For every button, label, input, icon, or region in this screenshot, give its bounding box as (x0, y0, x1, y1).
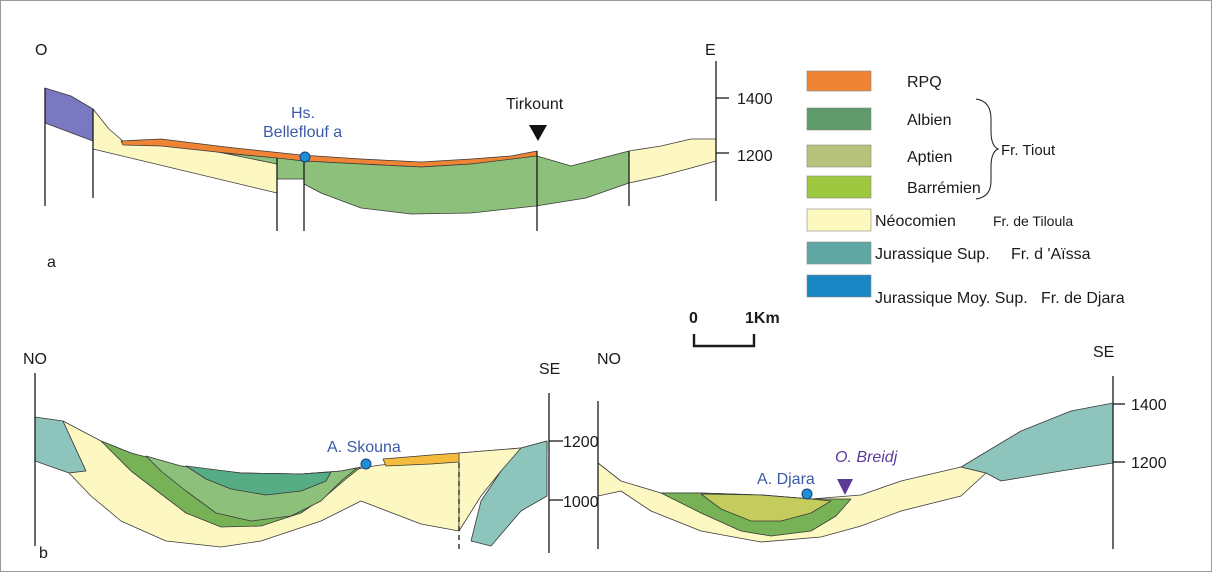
legend-item-formation: Fr. de Tiloula (993, 213, 1073, 229)
scale-bar: 0 1Km (689, 310, 780, 348)
legend-item: Aptien (806, 144, 952, 168)
section-b1-orientation-se: SE (539, 361, 560, 378)
section-a-albien-main-unit (303, 150, 630, 215)
section-a: 1400 1200 O E Hs. Belleflouf a Tirkount … (35, 42, 773, 271)
legend-item-label: Jurassique Moy. Sup. (875, 290, 1028, 307)
section-b2-spring-point (801, 488, 813, 500)
section-b1-jurassique-sup-right-unit (470, 440, 548, 547)
scale-bar-start: 0 (689, 310, 698, 327)
legend-item-label: Néocomien (875, 213, 956, 230)
section-b2-river-breidj: O. Breidj (835, 449, 898, 466)
section-b1: 1200 1000 NO SE A. Skouna b (23, 351, 599, 562)
section-a-place-hs: Hs. (291, 105, 315, 122)
section-a-neocomien-right-unit (628, 138, 717, 184)
section-a-tirkount-arrow-icon (529, 125, 547, 141)
section-b1-orientation-nw: NO (23, 351, 47, 368)
section-a-tick-label-1400: 1400 (737, 91, 773, 108)
section-b2-place-djara: A. Djara (757, 471, 815, 488)
section-b2-orientation-nw: NO (597, 351, 621, 368)
section-b2-jurassique-sup-unit (960, 402, 1114, 482)
section-b1-tick-label-1000: 1000 (563, 494, 599, 511)
legend-group-label: Fr. Tiout (1001, 142, 1056, 159)
section-b1-tick-label-1200: 1200 (563, 434, 599, 451)
section-b2-tick-label-1200: 1200 (1131, 455, 1167, 472)
section-b2-river-arrow-icon (837, 479, 853, 495)
section-a-place-tirkount: Tirkount (506, 96, 564, 113)
section-b2: 1400 1200 NO SE A. Djara O. Breidj (597, 344, 1167, 549)
section-b2-albien-unit (700, 493, 832, 522)
legend: RPQ Albien Aptien Barrémien Néocomien Fr… (806, 70, 1125, 307)
section-a-label: a (47, 254, 56, 271)
legend-item: RPQ (806, 70, 942, 92)
legend-item: Jurassique Moy. Sup. Fr. de Djara (806, 274, 1125, 307)
section-a-spring-point (299, 151, 311, 163)
section-a-tick-label-1200: 1200 (737, 148, 773, 165)
section-b1-jurassique-core-unit (185, 465, 332, 496)
section-a-jurassique-moy-unit (44, 87, 94, 142)
legend-item-label: RPQ (907, 74, 942, 91)
legend-item-label: Jurassique Sup. (875, 246, 990, 263)
section-b-label: b (39, 545, 48, 562)
legend-item-formation: Fr. de Djara (1041, 290, 1125, 307)
legend-item: Barrémien (806, 175, 981, 199)
legend-item-label: Albien (907, 112, 951, 129)
section-b2-orientation-se: SE (1093, 344, 1114, 361)
section-a-orientation-west: O (35, 42, 47, 59)
scale-bar-line (692, 334, 756, 348)
section-b1-place-skouna: A. Skouna (327, 439, 401, 456)
legend-item: Néocomien Fr. de Tiloula (806, 208, 1073, 232)
legend-group-brace (975, 98, 1000, 200)
legend-item-label: Aptien (907, 149, 952, 166)
section-a-orientation-east: E (705, 42, 716, 59)
legend-item: Albien (806, 107, 951, 131)
section-b1-spring-point (360, 458, 372, 470)
legend-item-formation: Fr. d 'Aïssa (1011, 246, 1091, 263)
scale-bar-end: 1Km (745, 310, 780, 327)
legend-item-label: Barrémien (907, 180, 981, 197)
section-b2-tick-label-1400: 1400 (1131, 397, 1167, 414)
section-a-place-belle: Belleflouf a (263, 124, 342, 141)
legend-item: Jurassique Sup. Fr. d 'Aïssa (806, 241, 1091, 265)
